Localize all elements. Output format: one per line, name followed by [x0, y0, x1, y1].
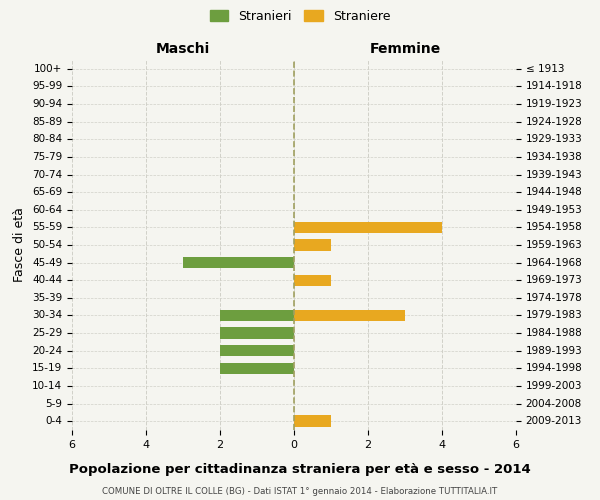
Text: Popolazione per cittadinanza straniera per età e sesso - 2014: Popolazione per cittadinanza straniera p… — [69, 462, 531, 475]
Bar — [220, 345, 294, 356]
Bar — [294, 274, 331, 286]
Bar — [294, 310, 405, 321]
Bar — [294, 222, 442, 233]
Bar — [294, 416, 331, 427]
Bar — [294, 240, 331, 250]
Bar — [183, 257, 294, 268]
Bar — [220, 310, 294, 321]
Legend: Stranieri, Straniere: Stranieri, Straniere — [206, 6, 394, 26]
Y-axis label: Fasce di età: Fasce di età — [13, 208, 26, 282]
Text: Femmine: Femmine — [370, 42, 440, 56]
Bar — [220, 362, 294, 374]
Text: COMUNE DI OLTRE IL COLLE (BG) - Dati ISTAT 1° gennaio 2014 - Elaborazione TUTTIT: COMUNE DI OLTRE IL COLLE (BG) - Dati IST… — [103, 488, 497, 496]
Bar — [220, 328, 294, 339]
Text: Maschi: Maschi — [156, 42, 210, 56]
